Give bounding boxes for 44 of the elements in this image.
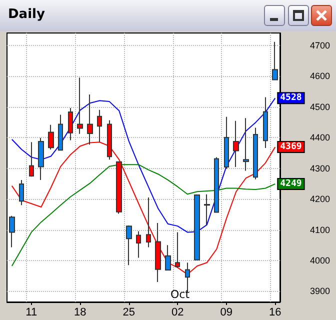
candlestick	[9, 215, 15, 248]
x-tick-label: 09	[220, 306, 232, 318]
data-label: 4369	[280, 142, 302, 152]
x-tick-label: 18	[74, 306, 86, 318]
data-label: 4528	[280, 93, 302, 104]
candlestick	[214, 156, 219, 213]
y-tick-label: 4000	[310, 255, 330, 266]
chart-title: Daily	[8, 7, 45, 22]
y-tick-label: 4300	[310, 163, 330, 174]
candlestick	[48, 124, 54, 150]
candlestick	[68, 108, 73, 141]
candlestick	[263, 96, 268, 148]
y-tick-label: 3900	[310, 286, 330, 296]
y-tick-label: 4100	[310, 224, 330, 235]
candlestick	[165, 244, 171, 271]
candlestick	[116, 161, 122, 214]
y-tick-label: 4500	[310, 102, 330, 112]
candlestick	[126, 224, 132, 266]
y-tick-label: 4400	[310, 132, 330, 143]
candlestick	[243, 118, 249, 172]
x-tick-label: 25	[122, 306, 135, 318]
candlestick	[29, 142, 34, 178]
x-tick-label: 11	[26, 306, 38, 318]
candlestick	[146, 196, 151, 248]
x-tick-label: 16	[269, 306, 282, 318]
y-tick-label: 4200	[310, 194, 330, 204]
candlestick	[136, 230, 141, 258]
y-tick-label: 4600	[310, 71, 330, 82]
candlestick	[253, 127, 258, 180]
candlestick	[58, 114, 63, 151]
candlestick	[272, 41, 278, 80]
line-series	[11, 164, 276, 267]
annotation: Oct	[170, 288, 190, 301]
candlestick	[224, 116, 229, 170]
candlestick	[233, 120, 239, 168]
candlestick	[175, 232, 180, 268]
candlestick	[204, 194, 210, 226]
candlestick	[19, 179, 24, 206]
x-tick-label: 02	[172, 306, 184, 318]
candlestick	[38, 137, 44, 180]
data-label: 4249	[280, 178, 302, 189]
candlestick	[77, 77, 83, 134]
candlestick	[194, 194, 200, 260]
y-tick-label: 4700	[310, 40, 330, 50]
